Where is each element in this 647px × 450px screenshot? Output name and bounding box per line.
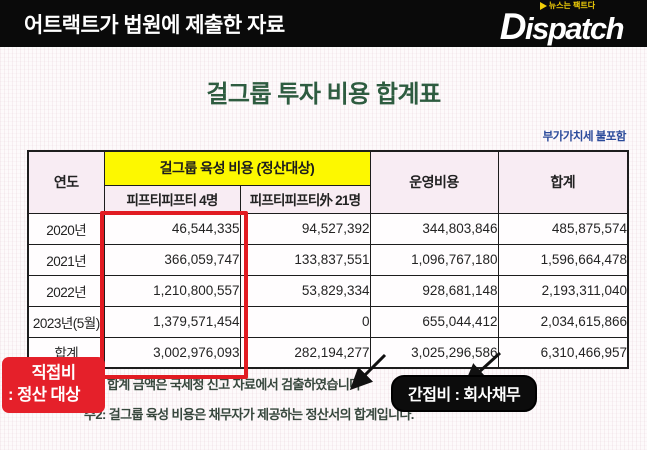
year-cell: 2020년 — [27, 212, 105, 245]
direct-cost-label: 직접비 : 정산 대상 — [2, 357, 105, 413]
operating-header: 운영비용 — [369, 150, 499, 214]
fifty-cell: 1,379,571,454 — [103, 305, 241, 338]
cost-table: 연도 걸그룹 육성 비용 (정산대상) 운영비용 합계 피프티피프티 4명 피프… — [27, 150, 629, 369]
top-bar: 어트랙트가 법원에 제출한 자료 뉴스는 팩트다 Dispatch — [0, 0, 647, 47]
fifty-cell: 366,059,747 — [103, 243, 241, 276]
headline: 어트랙트가 법원에 제출한 자료 — [24, 13, 285, 37]
fifty-cell: 46,544,335 — [103, 212, 241, 245]
play-triangle-icon — [539, 1, 547, 10]
other-cell: 53,829,334 — [239, 274, 371, 307]
dispatch-logo: 뉴스는 팩트다 Dispatch — [499, 0, 625, 47]
operating-cell: 1,096,767,180 — [369, 243, 499, 276]
total-cell: 2,193,311,040 — [497, 274, 629, 307]
fifty-other-header: 피프티피프티外 21명 — [239, 184, 371, 214]
table-row-2023: 2023년(5월) 1,379,571,454 0 655,044,412 2,… — [27, 305, 629, 338]
year-cell: 2021년 — [27, 243, 105, 276]
content-area: 걸그룹 투자 비용 합계표 부가가치세 불포함 연도 걸그룹 육성 비용 (정산… — [0, 47, 647, 450]
other-cell: 0 — [239, 305, 371, 338]
table-row-2021: 2021년 366,059,747 133,837,551 1,096,767,… — [27, 243, 629, 276]
logo-capital: D — [499, 6, 527, 47]
direct-cost-line2: : 정산 대상 — [8, 386, 80, 405]
other-cell: 133,837,551 — [239, 243, 371, 276]
fifty-cell: 3,002,976,093 — [103, 336, 241, 369]
other-cell: 282,194,277 — [239, 336, 371, 369]
year-cell: 2022년 — [27, 274, 105, 307]
operating-cell: 344,803,846 — [369, 212, 499, 245]
operating-cell: 3,025,296,586 — [369, 336, 499, 369]
logo-text: Dispatch — [499, 6, 625, 47]
logo-tagline: 뉴스는 팩트다 — [539, 0, 596, 11]
total-cell: 485,875,574 — [497, 212, 629, 245]
total-cell: 1,596,664,478 — [497, 243, 629, 276]
operating-cell: 655,044,412 — [369, 305, 499, 338]
operating-cell: 928,681,148 — [369, 274, 499, 307]
fifty-cell: 1,210,800,557 — [103, 274, 241, 307]
indirect-cost-label: 간접비 : 회사채무 — [391, 375, 538, 412]
table-row-2022: 2022년 1,210,800,557 53,829,334 928,681,1… — [27, 274, 629, 307]
other-cell: 94,527,392 — [239, 212, 371, 245]
total-cell: 6,310,466,957 — [497, 336, 629, 369]
fifty-header: 피프티피프티 4명 — [103, 184, 241, 214]
total-header: 합계 — [497, 150, 629, 214]
direct-cost-line1: 직접비 — [31, 364, 76, 382]
year-cell: 2023년(5월) — [27, 305, 105, 338]
table-row-total: 합계 3,002,976,093 282,194,277 3,025,296,5… — [27, 336, 629, 369]
vat-note: 부가가치세 불포함 — [542, 131, 627, 143]
note-1: 합계 금액은 국세청 신고 자료에서 검출하였습니다 — [107, 377, 361, 392]
table-row-2020: 2020년 46,544,335 94,527,392 344,803,846 … — [27, 212, 629, 245]
group-cost-header: 걸그룹 육성 비용 (정산대상) — [103, 150, 371, 186]
logo-tagline-text: 뉴스는 팩트다 — [548, 1, 596, 10]
total-cell: 2,034,615,866 — [497, 305, 629, 338]
page-title: 걸그룹 투자 비용 합계표 — [206, 81, 441, 108]
year-header: 연도 — [27, 150, 105, 214]
logo-rest: ispatch — [524, 11, 625, 46]
note-2: 주2: 걸그룹 육성 비용은 채무자가 제공하는 정산서의 합계입니다. — [84, 407, 414, 422]
